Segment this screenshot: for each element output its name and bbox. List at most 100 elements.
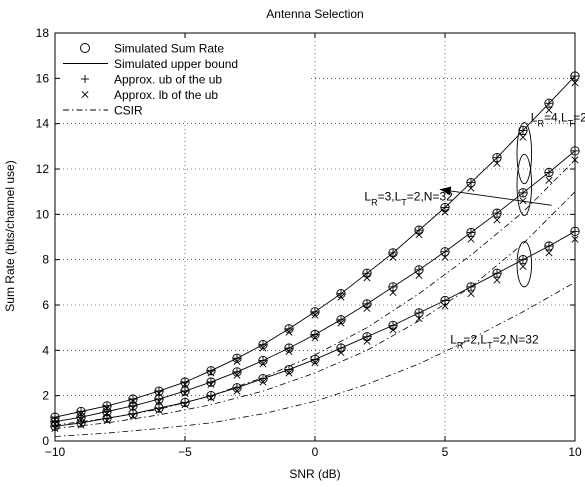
approx-lb-point [467,290,475,298]
approx-lb-point [415,231,423,239]
sum-rate-point [128,409,138,419]
x-tick-label: 5 [442,445,449,459]
approx-lb-point [285,369,293,377]
sum-rate-point [466,177,476,188]
y-axis-label: Sum Rate (bits/channel use) [3,160,17,311]
sum-rate-point [206,391,216,401]
sum-rate-point [440,247,450,257]
chart-title: Antenna Selection [266,7,363,21]
x-tick-label: −5 [178,445,192,459]
legend-symbol [81,90,89,99]
approx-lb-point [233,358,241,366]
approx-lb-point [259,360,267,368]
approx-lb-point [363,274,371,282]
sum-rate-point [76,418,86,428]
y-tick-label: 6 [42,298,49,312]
sum-rate-point [232,383,242,393]
sum-rate-point [102,413,112,423]
group-ellipse [516,122,533,185]
sum-rate-point [544,167,554,178]
y-tick-label: 0 [42,434,49,448]
approx-lb-point [155,406,163,414]
group-label-lr2: LR=2,LT=2,N=32 [450,333,539,351]
approx-lb-point [285,347,293,355]
approx-lb-point [337,319,345,327]
approx-lb-point [155,397,163,405]
sum-rate-point [180,397,190,408]
sum-rate-point [466,282,476,292]
approx-lb-point [467,184,475,192]
legend-background [60,39,310,120]
x-tick-label: 0 [312,445,319,459]
approx-lb-point [519,197,527,205]
approx-lb-point [285,328,293,336]
approx-lb-point [545,176,553,184]
approx-lb-point [77,421,85,429]
approx-lb-point [207,394,215,402]
sum-rate-point [232,367,242,377]
approx-lb-point [233,387,241,395]
y-tick-label: 14 [36,117,50,131]
approx-lb-point [259,378,267,386]
y-tick-label: 12 [36,162,50,176]
sum-rate-point [492,153,502,163]
axes: −10 −5 0 5 10 0 2 4 6 8 10 12 14 16 18 [36,26,582,459]
legend-symbol [80,43,90,53]
y-tick-label: 10 [36,207,50,221]
sum-rate-point [258,340,268,350]
y-tick-label: 4 [42,343,49,357]
sum-rate-point [492,268,502,278]
csir-line [54,191,576,429]
approx-lb-point [441,302,449,310]
sum-rate-point [336,289,346,299]
sum-rate-point [544,241,554,251]
sum-rate-point [206,366,216,376]
approx-lb-point [415,315,423,323]
sum-rate-point [310,329,320,340]
approx-lb-point [441,208,449,216]
sum-rate-point [544,98,554,108]
approx-lb-point [467,235,475,243]
sum-rate-point [154,394,164,404]
y-tick-label: 18 [36,26,50,40]
plot-area [50,71,580,437]
sum-rate-point [336,315,346,325]
sum-rate-point [232,353,242,363]
sum-rate-point [284,343,294,353]
legend-label: Simulated Sum Rate [114,42,224,56]
sum-rate-point [206,377,216,387]
approx-lb-point [519,133,527,141]
approx-lb-point [259,344,267,352]
approx-lb-point [493,216,501,224]
legend-label: Approx. ub of the ub [114,73,222,87]
approx-lb-point [233,371,241,379]
approx-lb-point [389,289,397,297]
approx-lb-point [337,293,345,301]
approx-lb-point [129,412,137,420]
group-label-lr4: LR=4,LT=2,N=32 [531,110,585,128]
group-arrow-line [439,188,552,206]
approx-lb-point [207,369,215,377]
y-tick-label: 16 [36,71,50,85]
approx-lb-point [103,417,111,425]
x-axis-label: SNR (dB) [289,467,340,481]
sum-rate-point [518,125,528,136]
approx-lb-point [311,334,319,342]
approx-lb-point [337,349,345,357]
group-label-lr3: LR=3,LT=2,N=32 [364,190,453,208]
approx-lb-point [363,304,371,312]
approx-lb-point [181,389,189,397]
y-tick-label: 8 [42,253,49,267]
approx-lb-point [545,249,553,257]
sum-rate-point [492,208,502,218]
csir-line [54,281,576,437]
approx-lb-point [545,106,553,114]
sum-rate-point [414,265,424,275]
sum-rate-point [310,354,320,365]
approx-lb-point [181,401,189,409]
annotations: LR=4,LT=2,N=32 LR=3,LT=2,N=32 LR=2,LT=2,N=… [364,110,585,350]
approx-lb-point [311,311,319,319]
approx-lb-point [493,276,501,284]
